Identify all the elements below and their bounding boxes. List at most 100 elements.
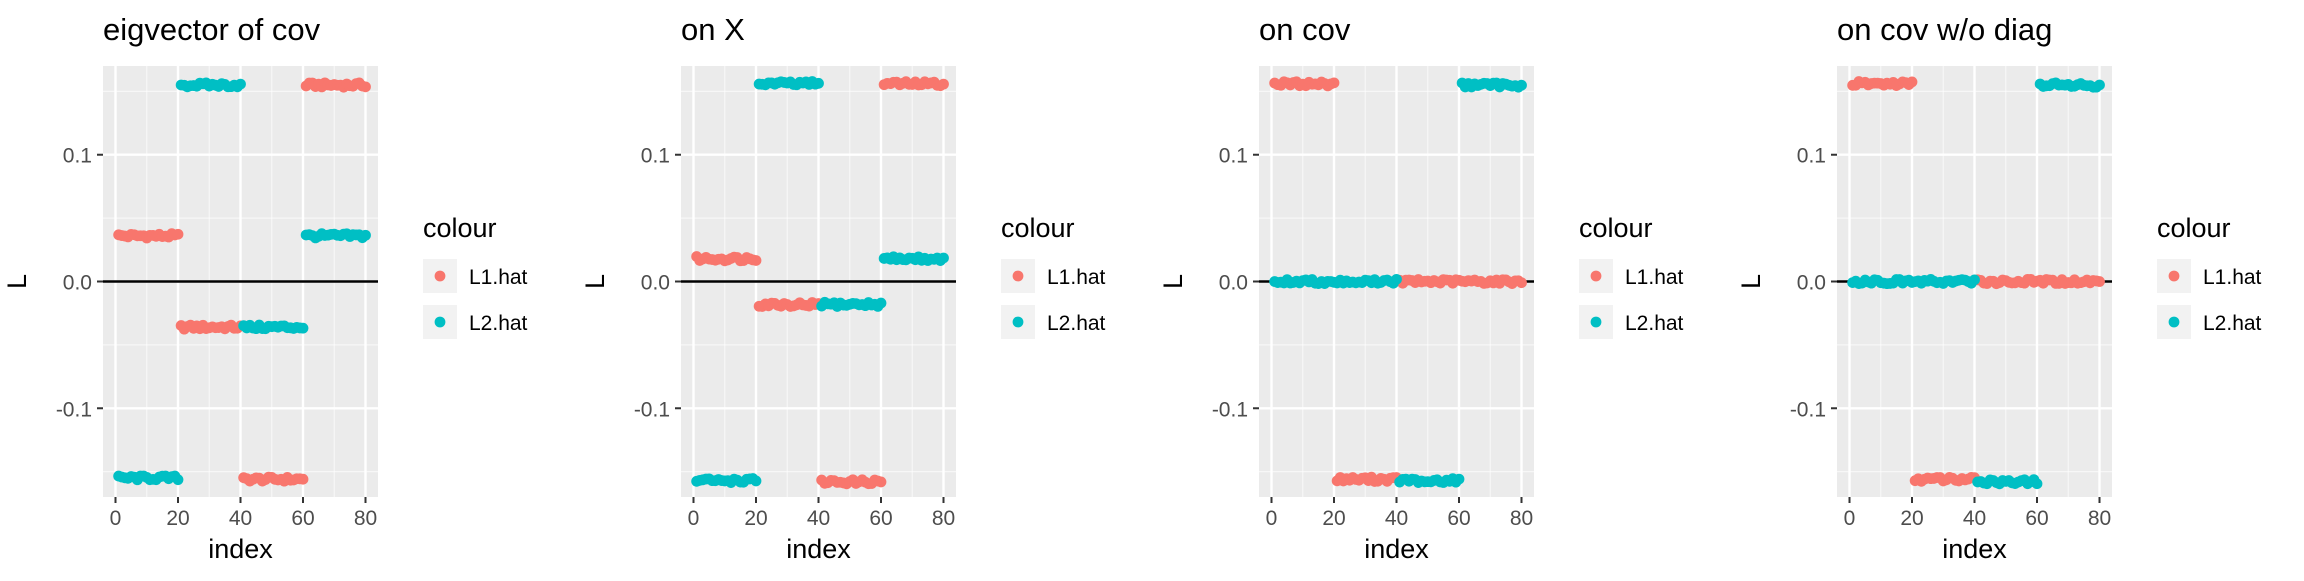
x-tick-label: 0 xyxy=(1266,507,1278,530)
x-tick-label: 80 xyxy=(354,507,377,530)
legend-label: L2.hat xyxy=(469,312,528,335)
legend-label: L1.hat xyxy=(469,266,528,289)
data-point xyxy=(297,473,309,485)
x-tick-label: 80 xyxy=(2088,507,2111,530)
x-tick-label: 20 xyxy=(744,507,767,530)
x-tick-label: 20 xyxy=(1322,507,1345,530)
legend: colour L1.hat L2.hat xyxy=(423,213,528,339)
legend-title: colour xyxy=(2157,213,2231,243)
data-point xyxy=(1516,277,1527,289)
data-point xyxy=(297,322,309,334)
x-tick-label: 40 xyxy=(807,507,830,530)
x-tick-label: 0 xyxy=(688,507,700,530)
series-L2-hat xyxy=(1269,77,1527,488)
data-point xyxy=(813,77,824,89)
x-axis-label: index xyxy=(1364,534,1429,564)
x-tick-label: 40 xyxy=(229,507,252,530)
x-tick-label: 20 xyxy=(166,507,189,530)
x-tick-label: 0 xyxy=(1844,507,1856,530)
legend: colour L1.hat L2.hat xyxy=(1001,213,1106,339)
legend-key-L1-hat xyxy=(2168,270,2180,282)
series-L1-hat xyxy=(113,77,371,487)
x-axis-label: index xyxy=(1942,534,2007,564)
x-tick-label: 60 xyxy=(869,507,892,530)
legend-label: L1.hat xyxy=(2203,266,2262,289)
data-point xyxy=(1453,473,1465,485)
y-tick-label: 0.0 xyxy=(1797,272,1826,295)
y-axis-label: L xyxy=(1736,274,1766,289)
y-tick-label: 0.0 xyxy=(63,272,92,295)
data-point xyxy=(2094,276,2105,287)
legend-label: L1.hat xyxy=(1625,266,1684,289)
data-point xyxy=(1516,79,1527,91)
legend: colour L1.hat L2.hat xyxy=(2157,213,2262,339)
legend-label: L2.hat xyxy=(1047,312,1106,335)
y-tick-label: 0.0 xyxy=(641,272,670,295)
data-point xyxy=(938,78,949,90)
y-tick-label: -0.1 xyxy=(1790,398,1826,421)
y-tick-label: 0.1 xyxy=(641,145,670,168)
legend-label: L2.hat xyxy=(1625,312,1684,335)
legend-label: L1.hat xyxy=(1047,266,1106,289)
x-tick-label: 40 xyxy=(1385,507,1408,530)
data-point xyxy=(172,228,184,240)
x-tick-label: 0 xyxy=(110,507,122,530)
series-L2-hat xyxy=(113,77,371,486)
panel-title: on cov w/o diag xyxy=(1837,12,2052,47)
legend-title: colour xyxy=(1579,213,1653,243)
legend-key-L2-hat xyxy=(434,316,446,328)
data-point xyxy=(1328,77,1340,89)
legend-key-L1-hat xyxy=(434,270,446,282)
legend: colour L1.hat L2.hat xyxy=(1579,213,1684,339)
x-tick-label: 80 xyxy=(932,507,955,530)
data-point xyxy=(875,297,887,309)
x-tick-label: 80 xyxy=(1510,507,1533,530)
series-L1-hat xyxy=(1847,76,2105,487)
x-axis-label: index xyxy=(786,534,851,564)
data-point xyxy=(2094,79,2105,91)
data-point xyxy=(360,81,371,93)
legend-title: colour xyxy=(1001,213,1075,243)
data-point xyxy=(360,229,371,241)
data-point xyxy=(235,78,246,90)
legend-key-L1-hat xyxy=(1590,270,1602,282)
panel-title: on X xyxy=(681,12,745,47)
data-point xyxy=(938,252,949,264)
y-axis-label: L xyxy=(1158,274,1188,289)
x-tick-label: 40 xyxy=(1963,507,1986,530)
y-tick-label: -0.1 xyxy=(1212,398,1248,421)
x-tick-label: 20 xyxy=(1900,507,1923,530)
facet-panel-1: eigvector of cov -0.1 0.0 0.1 0 20 40 60 80 index… xyxy=(2,12,528,564)
legend-label: L2.hat xyxy=(2203,312,2262,335)
legend-key-L2-hat xyxy=(1012,316,1024,328)
data-point xyxy=(1969,274,1980,286)
y-tick-label: -0.1 xyxy=(56,398,92,421)
y-axis-label: L xyxy=(2,274,32,289)
data-point xyxy=(1906,76,1918,88)
series-L2-hat xyxy=(1847,77,2105,490)
data-point xyxy=(2031,478,2043,490)
data-point xyxy=(875,476,887,488)
data-point xyxy=(750,255,762,266)
y-tick-label: 0.0 xyxy=(1219,272,1248,295)
legend-key-L1-hat xyxy=(1012,270,1024,282)
series-L2-hat xyxy=(691,76,949,488)
data-point xyxy=(172,474,184,486)
x-tick-label: 60 xyxy=(2025,507,2048,530)
panel-title: on cov xyxy=(1259,12,1351,47)
data-point xyxy=(1391,273,1402,285)
y-tick-label: 0.1 xyxy=(1219,145,1248,168)
x-tick-label: 60 xyxy=(291,507,314,530)
data-point xyxy=(750,475,762,487)
y-axis-label: L xyxy=(580,274,610,289)
legend-title: colour xyxy=(423,213,497,243)
x-tick-label: 60 xyxy=(1447,507,1470,530)
legend-key-L2-hat xyxy=(1590,316,1602,328)
y-tick-label: -0.1 xyxy=(634,398,670,421)
series-L1-hat xyxy=(691,76,949,490)
facet-panel-4: on cov w/o diag -0.1 0.0 0.1 0 20 40 60 80 index L… xyxy=(1736,12,2262,564)
